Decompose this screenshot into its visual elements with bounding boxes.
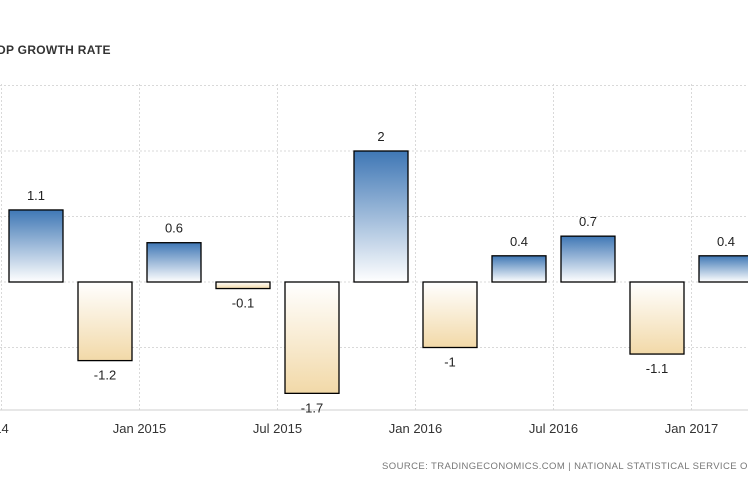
bar-2017-q1 (629, 281, 685, 355)
x-tick-label: Jul 2015 (253, 421, 302, 436)
value-labels-group: 1.1 -1.2 0.6 -0.1 -1.7 2 -1 0.4 0.7 -1.1 0.4 (27, 129, 735, 415)
bar-value-label: 0.6 (165, 221, 183, 236)
bar-value-label: 1.1 (27, 188, 45, 203)
bar-2015-q2 (146, 242, 202, 283)
bar-value-label: -0.1 (232, 296, 254, 311)
bar-2014-q4 (8, 209, 64, 283)
x-tick-label: Jul 2016 (529, 421, 578, 436)
x-tick-labels-group: 14 Jan 2015 Jul 2015 Jan 2016 Jul 2016 Jan 20… (0, 421, 718, 436)
bar-value-label: -1.7 (301, 400, 323, 415)
chart-title: DP GROWTH RATE (0, 43, 111, 57)
bar-value-label: -1 (444, 355, 456, 370)
bars-group (8, 150, 748, 394)
bar-value-label: 0.4 (717, 234, 735, 249)
bar-2016-q2 (422, 281, 478, 349)
bar-2015-q3 (215, 281, 271, 290)
source-note: SOURCE: TRADINGECONOMICS.COM | NATIONAL … (382, 461, 748, 472)
bar-value-label: 0.7 (579, 214, 597, 229)
bar-2015-q4 (284, 281, 340, 394)
bar-2015-q1 (77, 281, 133, 362)
bar-2016-q4 (560, 235, 616, 283)
bar-value-label: -1.2 (94, 368, 116, 383)
x-tick-label: Jan 2015 (113, 421, 167, 436)
bar-value-label: 0.4 (510, 234, 528, 249)
bar-value-label: -1.1 (646, 361, 668, 376)
bar-2017-q2 (698, 255, 748, 283)
bar-value-label: 2 (377, 129, 384, 144)
x-tick-label: 14 (0, 421, 9, 436)
x-tick-label: Jan 2017 (665, 421, 719, 436)
bar-2016-q3 (491, 255, 547, 283)
x-tick-label: Jan 2016 (389, 421, 443, 436)
bar-2016-q1 (353, 150, 409, 283)
